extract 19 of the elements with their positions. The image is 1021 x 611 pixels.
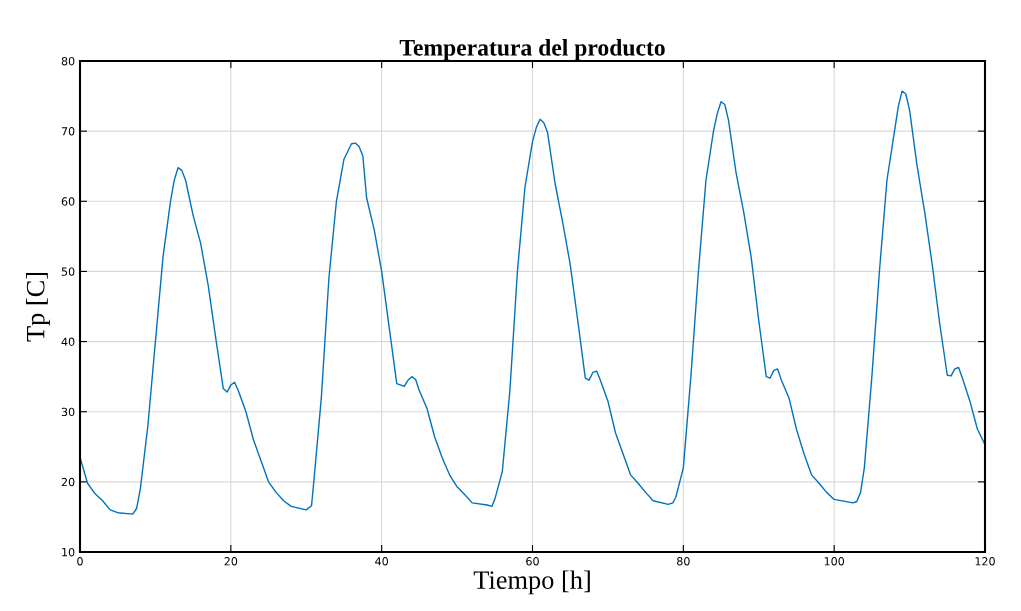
y-tick-label: 50	[61, 267, 75, 276]
x-axis-title: Tiempo [h]	[473, 570, 590, 595]
y-tick-label: 30	[61, 407, 75, 417]
x-tick-label: 60	[526, 557, 539, 566]
x-tick-label: 20	[224, 557, 238, 566]
x-tick-label: 120	[975, 557, 995, 566]
x-tick-label: 100	[824, 557, 845, 566]
line-series	[80, 90, 985, 515]
y-axis-title: Tp [C]	[25, 272, 50, 342]
x-tick-label: 40	[375, 557, 388, 566]
y-tick-label: 40	[61, 337, 75, 346]
y-tick-label: 20	[61, 477, 75, 487]
y-tick-label: 70	[61, 127, 75, 136]
x-tick-label: 0	[77, 557, 83, 566]
y-tick-label: 10	[62, 547, 75, 557]
y-tick-label: 60	[61, 197, 75, 206]
y-tick-label: 80	[61, 56, 75, 66]
chart-title: Temperatura del producto	[399, 39, 665, 61]
x-tick-label: 80	[677, 557, 690, 566]
